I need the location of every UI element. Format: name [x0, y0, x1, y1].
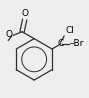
Text: O: O	[6, 30, 13, 39]
Text: C: C	[58, 39, 64, 48]
Text: O: O	[21, 9, 28, 18]
Text: –Br: –Br	[69, 39, 84, 48]
Text: Cl: Cl	[65, 26, 74, 35]
